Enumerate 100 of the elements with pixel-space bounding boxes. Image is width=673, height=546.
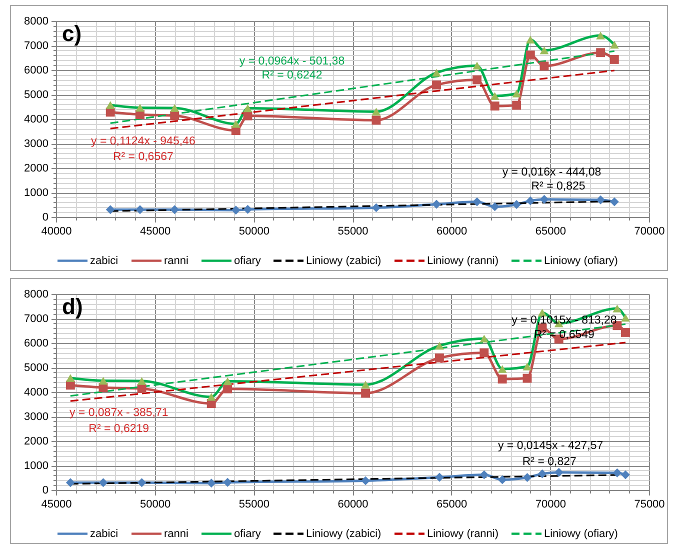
point: [498, 374, 507, 384]
y-tick-label: 5000: [24, 89, 48, 101]
point: [361, 388, 370, 398]
y-tick-label: 3000: [24, 138, 48, 150]
y-tick-label: 0: [42, 212, 48, 224]
x-tick-label: 55000: [238, 498, 270, 510]
x-tick-label: 65000: [436, 498, 468, 510]
annotation: R² = 0,827: [522, 456, 576, 468]
legend-label: Liniowy (ofiary): [544, 528, 618, 540]
x-tick-label: 50000: [140, 498, 171, 510]
annotation: y = 0,0145x - 427,57: [498, 440, 604, 452]
chart-title: c): [62, 21, 82, 46]
point: [612, 304, 622, 312]
point: [372, 116, 381, 125]
y-tick-label: 8000: [24, 16, 48, 28]
y-tick-label: 0: [42, 484, 48, 496]
point: [596, 48, 606, 58]
point: [472, 197, 482, 206]
point: [137, 478, 146, 488]
point: [136, 205, 144, 214]
point: [498, 475, 507, 484]
point: [490, 102, 500, 110]
y-tick-label: 7000: [24, 313, 48, 325]
point: [231, 206, 240, 215]
point: [621, 314, 630, 322]
x-tick-label: 45000: [140, 226, 171, 238]
legend-label: ofiary: [234, 254, 262, 267]
y-tick-label: 7000: [24, 40, 48, 52]
point: [610, 40, 619, 49]
point: [538, 469, 547, 478]
y-tick-label: 8000: [24, 288, 48, 300]
y-tick-label: 2000: [24, 436, 48, 448]
legend-label: Liniowy (ranni): [427, 254, 499, 267]
point: [472, 62, 482, 70]
point: [170, 205, 180, 214]
legend-label: Liniowy (zabici): [306, 254, 382, 267]
annotation: R² = 0,6242: [262, 70, 322, 82]
point: [490, 202, 500, 212]
point: [432, 200, 441, 209]
point: [540, 46, 549, 54]
point: [432, 80, 441, 90]
x-tick-label: 65000: [535, 226, 566, 238]
point: [498, 365, 507, 373]
x-tick-label: 70000: [634, 226, 665, 238]
annotation: R² = 0,6219: [88, 422, 150, 435]
annotation: y = 0,1124x - 945,46: [91, 136, 196, 148]
point: [361, 380, 370, 389]
point: [480, 348, 489, 358]
point: [361, 476, 370, 486]
point: [472, 75, 482, 84]
annotation: R² = 0,825: [531, 180, 586, 192]
y-tick-label: 3000: [24, 411, 48, 423]
point: [621, 470, 630, 480]
y-tick-label: 1000: [24, 187, 48, 199]
point: [480, 470, 489, 480]
point: [512, 90, 522, 98]
legend-label: ranni: [164, 254, 188, 267]
annotation: R² = 0,6567: [112, 150, 174, 163]
point: [106, 205, 115, 214]
point: [526, 196, 535, 206]
point: [435, 342, 444, 350]
point: [206, 393, 216, 401]
point: [540, 62, 549, 71]
y-tick-label: 1000: [24, 460, 48, 472]
x-tick-label: 40000: [41, 226, 72, 238]
point: [554, 468, 564, 477]
point: [512, 100, 522, 110]
point: [223, 384, 232, 394]
point: [137, 377, 146, 385]
point: [223, 478, 232, 487]
point: [66, 478, 75, 488]
legend-label: Liniowy (ranni): [427, 528, 499, 540]
point: [243, 204, 252, 214]
legend-label: zabici: [90, 254, 118, 267]
y-tick-label: 2000: [24, 162, 48, 174]
point: [372, 108, 381, 116]
point: [526, 50, 535, 60]
point: [206, 478, 216, 488]
x-tick-label: 45000: [41, 498, 72, 510]
annotation: y = 0,0964x - 501,38: [239, 55, 345, 68]
annotation: y = 0,016x - 444,08: [502, 166, 602, 178]
point: [243, 111, 252, 120]
point: [136, 104, 144, 112]
point: [372, 203, 381, 212]
annotation: y = 0,087x - 385,71: [69, 407, 168, 420]
point: [432, 68, 441, 77]
point: [490, 92, 500, 100]
point: [98, 478, 108, 488]
y-tick-label: 6000: [24, 338, 48, 350]
point: [610, 197, 619, 206]
point: [106, 101, 115, 109]
y-tick-label: 4000: [24, 114, 48, 126]
point: [522, 362, 532, 370]
point: [596, 195, 606, 204]
point: [223, 377, 232, 386]
legend-label: Liniowy (ofiary): [544, 254, 618, 267]
y-tick-label: 5000: [24, 362, 48, 374]
point: [522, 374, 532, 383]
y-tick-label: 4000: [24, 386, 48, 398]
point: [540, 194, 549, 204]
